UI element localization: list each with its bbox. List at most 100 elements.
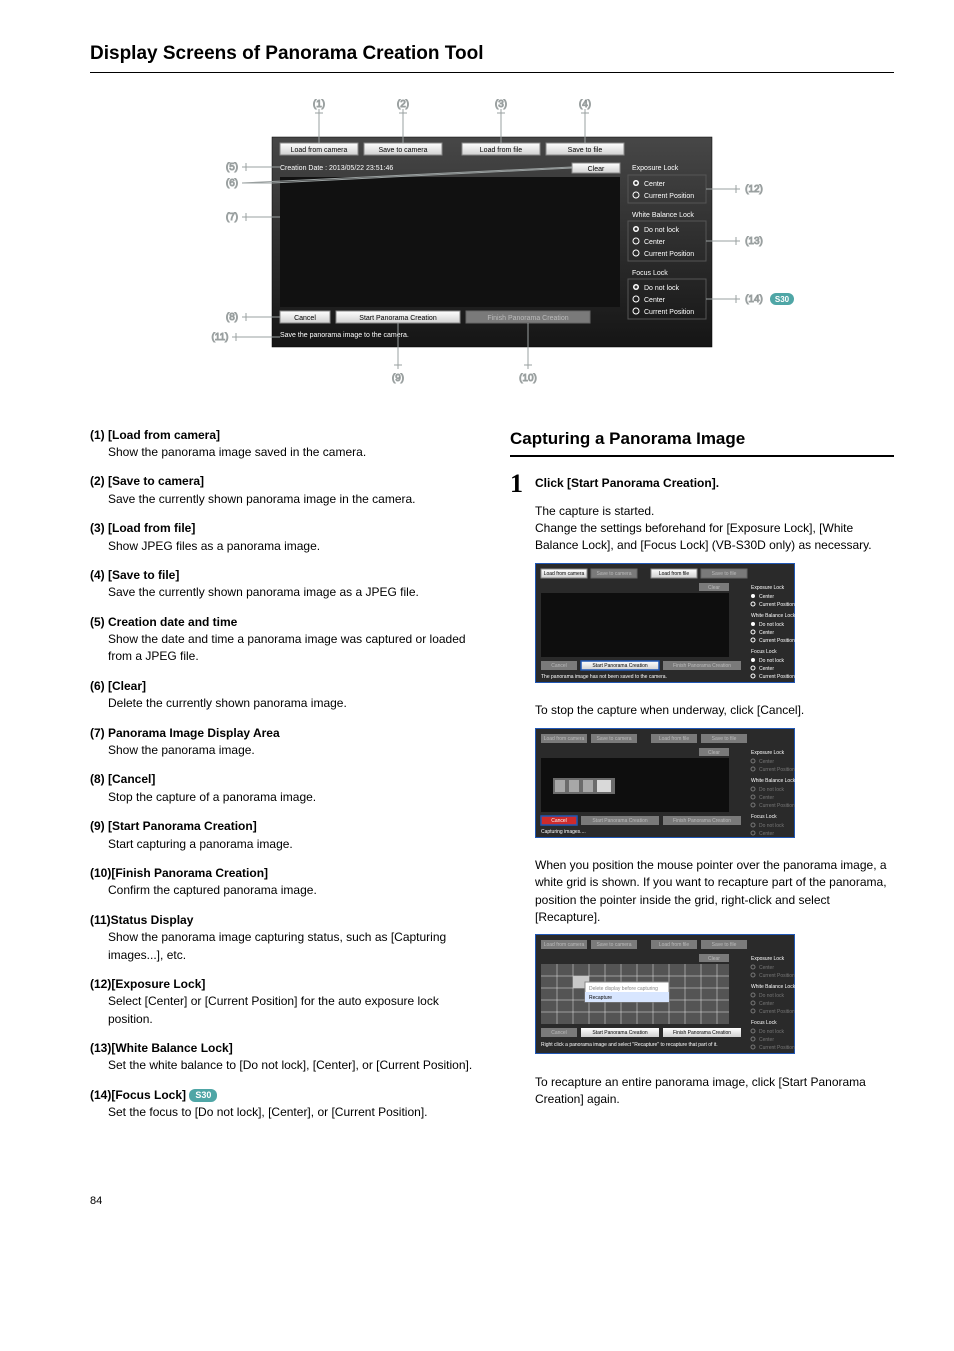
svg-text:Exposure Lock: Exposure Lock bbox=[751, 585, 785, 591]
svg-text:Current Position: Current Position bbox=[759, 1045, 795, 1051]
page-number: 84 bbox=[90, 1195, 102, 1207]
svg-text:Center: Center bbox=[759, 795, 774, 801]
mini-screenshot-3: Load from camera Save to camera Load fro… bbox=[535, 934, 894, 1059]
description-head: (8) [Cancel] bbox=[90, 771, 474, 788]
description-item: (10)[Finish Panorama Creation]Confirm th… bbox=[90, 865, 474, 900]
svg-text:(8): (8) bbox=[226, 312, 238, 323]
svg-text:Current Position: Current Position bbox=[644, 309, 694, 316]
svg-text:Do not lock: Do not lock bbox=[644, 285, 680, 292]
svg-text:Start Panorama Creation: Start Panorama Creation bbox=[592, 1030, 648, 1036]
description-head: (6) [Clear] bbox=[90, 678, 474, 695]
description-item: (6) [Clear]Delete the currently shown pa… bbox=[90, 678, 474, 713]
svg-text:Right click a panorama image a: Right click a panorama image and select … bbox=[541, 1042, 718, 1048]
svg-text:Exposure Lock: Exposure Lock bbox=[751, 956, 785, 962]
svg-text:Start Panorama Creation: Start Panorama Creation bbox=[359, 315, 437, 322]
svg-text:Do not lock: Do not lock bbox=[759, 823, 785, 829]
svg-text:Focus Lock: Focus Lock bbox=[751, 814, 777, 820]
description-body: Set the white balance to [Do not lock], … bbox=[108, 1057, 474, 1074]
subsection-title: Capturing a Panorama Image bbox=[510, 427, 894, 458]
svg-text:(13): (13) bbox=[745, 236, 763, 247]
description-head: (4) [Save to file] bbox=[90, 567, 474, 584]
svg-text:Load from file: Load from file bbox=[659, 942, 690, 948]
svg-text:(3): (3) bbox=[495, 99, 507, 110]
svg-text:Load from camera: Load from camera bbox=[291, 147, 348, 154]
svg-text:Exposure Lock: Exposure Lock bbox=[632, 165, 679, 172]
description-head: (13)[White Balance Lock] bbox=[90, 1040, 474, 1057]
svg-text:Center: Center bbox=[644, 181, 666, 188]
description-head: (14)[Focus Lock] S30 bbox=[90, 1087, 474, 1104]
svg-text:S30: S30 bbox=[775, 295, 790, 304]
svg-text:Clear: Clear bbox=[708, 750, 720, 756]
svg-text:Load from file: Load from file bbox=[659, 736, 690, 742]
svg-text:Current Position: Current Position bbox=[759, 638, 795, 644]
svg-text:Center: Center bbox=[644, 239, 666, 246]
description-item: (5) Creation date and timeShow the date … bbox=[90, 614, 474, 666]
svg-text:Current Position: Current Position bbox=[759, 767, 795, 773]
svg-text:Start Panorama Creation: Start Panorama Creation bbox=[592, 818, 648, 824]
svg-text:Focus Lock: Focus Lock bbox=[751, 1020, 777, 1026]
svg-text:Save to camera: Save to camera bbox=[596, 736, 631, 742]
description-head: (2) [Save to camera] bbox=[90, 473, 474, 490]
svg-text:Do not lock: Do not lock bbox=[759, 658, 785, 664]
svg-text:Load from camera: Load from camera bbox=[544, 571, 585, 577]
description-item: (11)Status DisplayShow the panorama imag… bbox=[90, 912, 474, 964]
description-body: Show the date and time a panorama image … bbox=[108, 631, 474, 666]
svg-text:Do not lock: Do not lock bbox=[644, 227, 680, 234]
capture-column: Capturing a Panorama Image 1 Click [Star… bbox=[510, 427, 894, 1134]
step-text: To recapture an entire panorama image, c… bbox=[535, 1074, 894, 1109]
svg-text:Center: Center bbox=[759, 759, 774, 765]
svg-text:Creation Date : 2013/05/22 23:: Creation Date : 2013/05/22 23:51:46 bbox=[280, 165, 393, 172]
description-head: (3) [Load from file] bbox=[90, 520, 474, 537]
svg-text:Clear: Clear bbox=[588, 166, 605, 173]
description-body: Show the panorama image. bbox=[108, 742, 474, 759]
svg-text:(1): (1) bbox=[313, 99, 325, 110]
svg-text:Focus Lock: Focus Lock bbox=[751, 649, 777, 655]
svg-text:Current Position: Current Position bbox=[644, 193, 694, 200]
svg-text:(7): (7) bbox=[226, 212, 238, 223]
svg-text:Start Panorama Creation: Start Panorama Creation bbox=[592, 663, 648, 669]
description-item: (13)[White Balance Lock]Set the white ba… bbox=[90, 1040, 474, 1075]
svg-text:Do not lock: Do not lock bbox=[759, 993, 785, 999]
description-head: (1) [Load from camera] bbox=[90, 427, 474, 444]
svg-text:Center: Center bbox=[759, 594, 774, 600]
svg-text:(12): (12) bbox=[745, 184, 763, 195]
svg-text:Save to camera: Save to camera bbox=[378, 147, 427, 154]
diagram-svg: Load from camera Save to camera Load fro… bbox=[172, 97, 812, 397]
svg-text:Finish Panorama Creation: Finish Panorama Creation bbox=[487, 315, 568, 322]
step-number: 1 bbox=[510, 471, 523, 1108]
description-item: (12)[Exposure Lock]Select [Center] or [C… bbox=[90, 976, 474, 1028]
description-body: Confirm the captured panorama image. bbox=[108, 882, 474, 899]
svg-text:(9): (9) bbox=[392, 373, 404, 384]
svg-text:(5): (5) bbox=[226, 162, 238, 173]
description-item: (3) [Load from file]Show JPEG files as a… bbox=[90, 520, 474, 555]
svg-text:Center: Center bbox=[644, 297, 666, 304]
svg-text:Finish Panorama Creation: Finish Panorama Creation bbox=[673, 818, 731, 824]
description-item: (7) Panorama Image Display AreaShow the … bbox=[90, 725, 474, 760]
svg-text:Current Position: Current Position bbox=[759, 602, 795, 608]
svg-text:Save to file: Save to file bbox=[568, 147, 603, 154]
descriptions-column: (1) [Load from camera] Show the panorama … bbox=[90, 427, 474, 1134]
description-item: (8) [Cancel]Stop the capture of a panora… bbox=[90, 771, 474, 806]
svg-text:Center: Center bbox=[759, 965, 774, 971]
svg-text:Current Position: Current Position bbox=[759, 973, 795, 979]
svg-text:Save the panorama image to the: Save the panorama image to the camera. bbox=[280, 332, 409, 339]
svg-text:Clear: Clear bbox=[708, 956, 720, 962]
description-body: Select [Center] or [Current Position] fo… bbox=[108, 993, 474, 1028]
svg-text:Save to camera: Save to camera bbox=[596, 942, 631, 948]
svg-text:(10): (10) bbox=[519, 373, 537, 384]
step-text: The capture is started. bbox=[535, 503, 894, 520]
svg-text:(4): (4) bbox=[579, 99, 591, 110]
svg-text:Load from file: Load from file bbox=[659, 571, 690, 577]
description-body: Save the currently shown panorama image … bbox=[108, 491, 474, 508]
step-title: Click [Start Panorama Creation]. bbox=[535, 475, 894, 492]
svg-text:White Balance Lock: White Balance Lock bbox=[751, 613, 795, 619]
description-item: (4) [Save to file]Save the currently sho… bbox=[90, 567, 474, 602]
svg-text:Load from camera: Load from camera bbox=[544, 736, 585, 742]
svg-text:Recapture: Recapture bbox=[589, 995, 612, 1001]
svg-text:Save to file: Save to file bbox=[712, 942, 737, 948]
step-text: When you position the mouse pointer over… bbox=[535, 857, 894, 927]
mini-screenshot-2: Load from camera Save to camera Load fro… bbox=[535, 728, 894, 843]
svg-text:Do not lock: Do not lock bbox=[759, 787, 785, 793]
svg-text:The panorama image has not bee: The panorama image has not been saved to… bbox=[541, 674, 667, 680]
description-head: (7) Panorama Image Display Area bbox=[90, 725, 474, 742]
